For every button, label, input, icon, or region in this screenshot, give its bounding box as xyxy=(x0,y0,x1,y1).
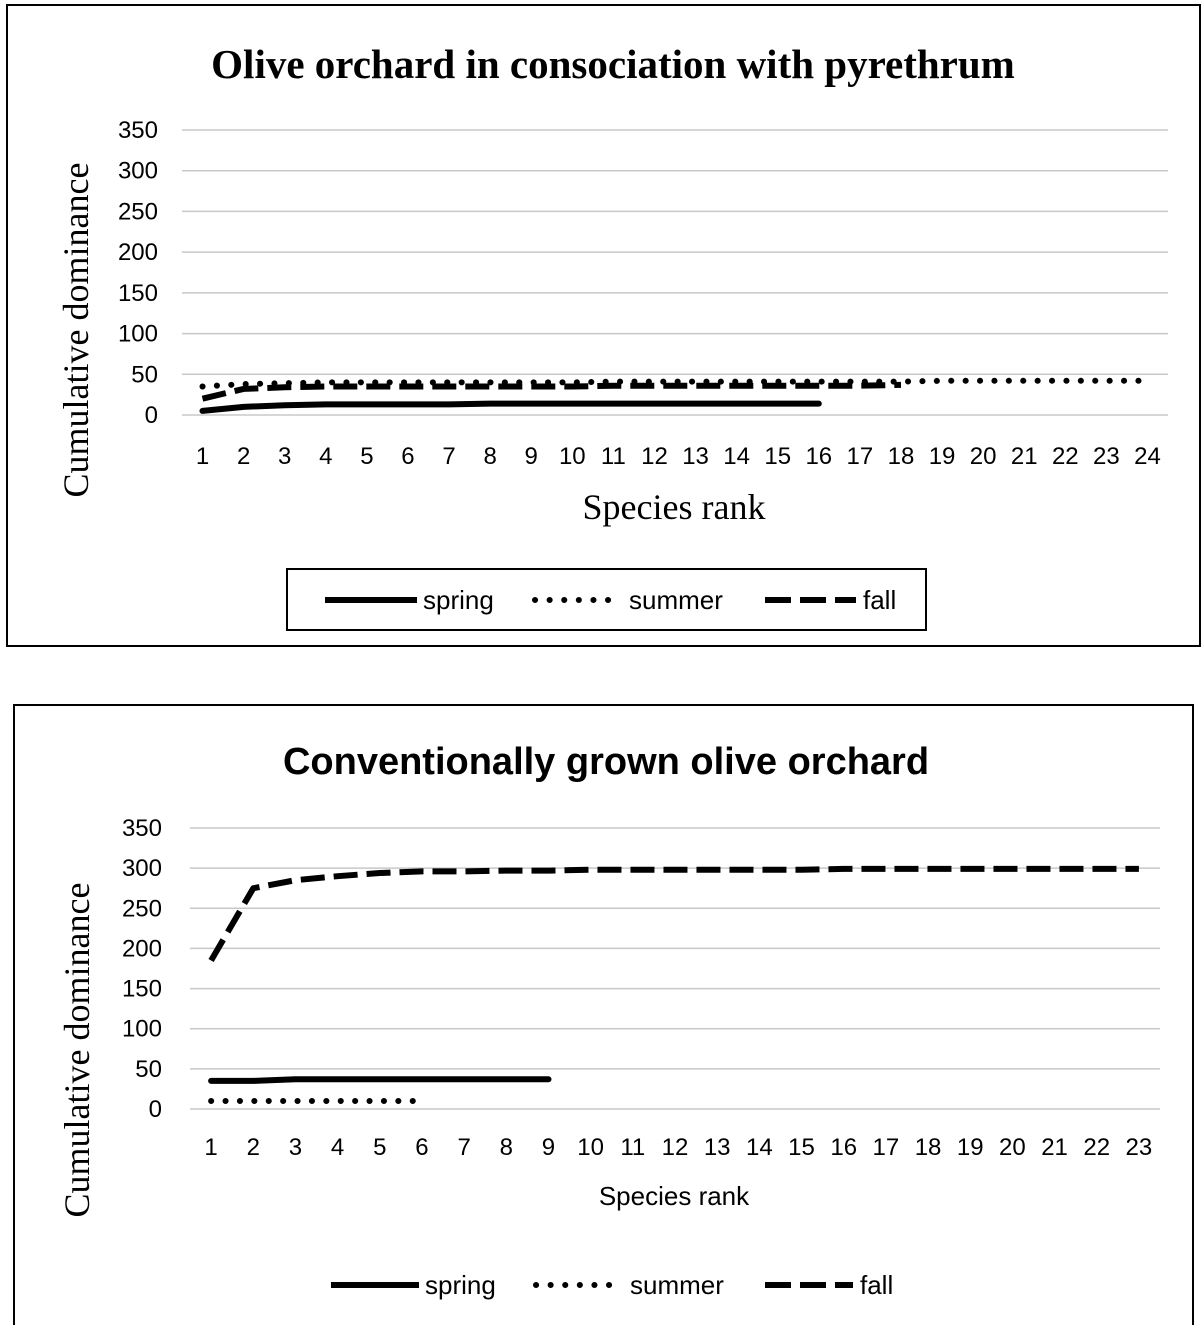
y-tick-label: 0 xyxy=(149,1096,162,1123)
x-tick-label: 6 xyxy=(401,443,414,470)
x-tick-label: 18 xyxy=(915,1134,942,1161)
y-tick-label: 300 xyxy=(122,855,162,882)
x-tick-label: 9 xyxy=(525,443,538,470)
y-tick-label: 250 xyxy=(118,198,158,225)
y-tick-label: 50 xyxy=(131,361,158,388)
y-tick-label: 300 xyxy=(118,158,158,185)
x-tick-label: 11 xyxy=(620,1134,645,1161)
x-tick-label: 16 xyxy=(805,443,832,470)
x-tick-label: 2 xyxy=(247,1134,260,1161)
x-tick-label: 1 xyxy=(204,1134,217,1161)
x-tick-label: 23 xyxy=(1093,443,1120,470)
y-tick-label: 100 xyxy=(122,1016,162,1043)
x-tick-label: 2 xyxy=(237,443,250,470)
chart-panel-pyrethrum: 0 50 100 150 200 250 300 350 1 2 3 4 5 6 7 8 9 10 11 12 13 14… xyxy=(6,4,1201,647)
x-tick-label: 19 xyxy=(929,443,956,470)
legend-label-spring: spring xyxy=(423,585,494,615)
x-tick-label: 5 xyxy=(373,1134,386,1161)
x-tick-label: 8 xyxy=(483,443,496,470)
x-tick-label: 9 xyxy=(542,1134,555,1161)
x-tick-label: 11 xyxy=(601,443,626,470)
x-tick-label: 13 xyxy=(704,1134,731,1161)
x-tick-label: 18 xyxy=(888,443,915,470)
x-tick-label: 3 xyxy=(289,1134,302,1161)
series-line-summer xyxy=(199,377,1151,390)
x-tick-label: 22 xyxy=(1083,1134,1110,1161)
x-tick-label: 12 xyxy=(662,1134,689,1161)
x-tick-label: 16 xyxy=(830,1134,857,1161)
x-tick-label: 20 xyxy=(999,1134,1026,1161)
x-tick-label: 14 xyxy=(723,443,750,470)
x-tick-label: 15 xyxy=(764,443,791,470)
series-line-fall xyxy=(201,381,902,402)
x-tick-label: 14 xyxy=(746,1134,773,1161)
x-tick-label: 7 xyxy=(457,1134,470,1161)
x-tick-label: 1 xyxy=(196,443,209,470)
legend: spring summer fall xyxy=(331,1270,893,1300)
series-line-spring xyxy=(199,400,822,414)
legend-label-fall: fall xyxy=(863,585,896,615)
x-tick-label: 24 xyxy=(1134,443,1161,470)
x-tick-label: 20 xyxy=(970,443,997,470)
y-tick-label: 200 xyxy=(122,935,162,962)
series-line-fall xyxy=(208,865,1139,963)
x-tick-label: 3 xyxy=(278,443,291,470)
x-tick-label: 12 xyxy=(641,443,668,470)
x-axis-label: Species rank xyxy=(583,487,766,527)
y-tick-label: 250 xyxy=(122,895,162,922)
x-tick-label: 10 xyxy=(577,1134,604,1161)
x-tick-label: 6 xyxy=(415,1134,428,1161)
x-tick-label: 21 xyxy=(1011,443,1038,470)
x-tick-label: 7 xyxy=(442,443,455,470)
x-tick-label: 5 xyxy=(360,443,373,470)
x-tick-label: 21 xyxy=(1041,1134,1068,1161)
x-tick-label: 17 xyxy=(873,1134,900,1161)
series-line-spring xyxy=(208,1076,552,1084)
y-tick-label: 350 xyxy=(118,117,158,144)
x-tick-label: 19 xyxy=(957,1134,984,1161)
x-tick-label: 23 xyxy=(1126,1134,1153,1161)
x-tick-label: 22 xyxy=(1052,443,1079,470)
y-tick-label: 350 xyxy=(122,815,162,842)
x-axis-label: Species rank xyxy=(599,1181,750,1211)
x-tick-label: 10 xyxy=(559,443,586,470)
y-tick-label: 150 xyxy=(118,280,158,307)
y-tick-label: 150 xyxy=(122,976,162,1003)
chart-title: Conventionally grown olive orchard xyxy=(283,741,929,783)
legend: spring summer fall xyxy=(286,568,927,631)
y-tick-label: 200 xyxy=(118,239,158,266)
chart-panel-conventional: 0 50 100 150 200 250 300 350 1 2 3 4 5 6 7 8 9 10 11 12 13 14… xyxy=(13,704,1194,1325)
y-tick-label: 0 xyxy=(145,402,158,429)
chart-title: Olive orchard in consociation with pyret… xyxy=(211,41,1015,87)
x-tick-label: 4 xyxy=(319,443,332,470)
x-tick-label: 15 xyxy=(788,1134,815,1161)
y-tick-label: 100 xyxy=(118,321,158,348)
x-tick-label: 17 xyxy=(847,443,874,470)
x-tick-label: 8 xyxy=(500,1134,513,1161)
x-tick-label: 4 xyxy=(331,1134,344,1161)
legend-label-spring: spring xyxy=(425,1270,496,1300)
legend-label-fall: fall xyxy=(860,1270,893,1300)
y-axis-label: Cumulative dominance xyxy=(57,883,97,1218)
legend-label-summer: summer xyxy=(629,585,723,615)
legend-label-summer: summer xyxy=(630,1270,724,1300)
y-axis-label: Cumulative dominance xyxy=(56,163,96,498)
y-tick-label: 50 xyxy=(135,1056,162,1083)
x-tick-label: 13 xyxy=(682,443,709,470)
